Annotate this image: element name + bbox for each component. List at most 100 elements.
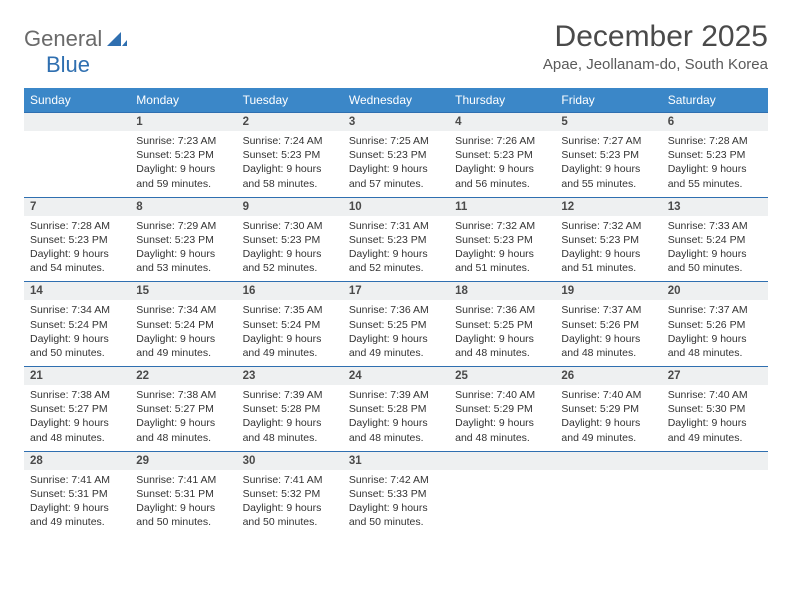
sunrise-text: Sunrise: 7:27 AM xyxy=(561,134,655,148)
day-cell: Sunrise: 7:25 AMSunset: 5:23 PMDaylight:… xyxy=(343,131,449,197)
daylight-text: Daylight: 9 hours and 51 minutes. xyxy=(455,247,549,275)
sunrise-text: Sunrise: 7:34 AM xyxy=(30,303,124,317)
day-cell: Sunrise: 7:32 AMSunset: 5:23 PMDaylight:… xyxy=(555,216,661,282)
sunset-text: Sunset: 5:23 PM xyxy=(30,233,124,247)
daylight-text: Daylight: 9 hours and 52 minutes. xyxy=(243,247,337,275)
daylight-text: Daylight: 9 hours and 50 minutes. xyxy=(136,501,230,529)
day-number: 5 xyxy=(555,113,661,132)
content-row: Sunrise: 7:34 AMSunset: 5:24 PMDaylight:… xyxy=(24,300,768,366)
logo-sail-icon xyxy=(106,31,128,47)
day-cell: Sunrise: 7:27 AMSunset: 5:23 PMDaylight:… xyxy=(555,131,661,197)
day-cell: Sunrise: 7:41 AMSunset: 5:32 PMDaylight:… xyxy=(237,470,343,536)
daynum-row: 21222324252627 xyxy=(24,367,768,386)
sunrise-text: Sunrise: 7:42 AM xyxy=(349,473,443,487)
day-cell: Sunrise: 7:33 AMSunset: 5:24 PMDaylight:… xyxy=(662,216,768,282)
sunset-text: Sunset: 5:23 PM xyxy=(243,148,337,162)
daylight-text: Daylight: 9 hours and 48 minutes. xyxy=(243,416,337,444)
day-number xyxy=(24,113,130,132)
sunset-text: Sunset: 5:24 PM xyxy=(136,318,230,332)
day-cell: Sunrise: 7:38 AMSunset: 5:27 PMDaylight:… xyxy=(130,385,236,451)
daylight-text: Daylight: 9 hours and 55 minutes. xyxy=(561,162,655,190)
daylight-text: Daylight: 9 hours and 48 minutes. xyxy=(136,416,230,444)
daylight-text: Daylight: 9 hours and 49 minutes. xyxy=(668,416,762,444)
day-number: 15 xyxy=(130,282,236,301)
day-number: 17 xyxy=(343,282,449,301)
weekday-header: Wednesday xyxy=(343,88,449,113)
day-cell: Sunrise: 7:30 AMSunset: 5:23 PMDaylight:… xyxy=(237,216,343,282)
sunset-text: Sunset: 5:30 PM xyxy=(668,402,762,416)
daylight-text: Daylight: 9 hours and 49 minutes. xyxy=(243,332,337,360)
sunrise-text: Sunrise: 7:41 AM xyxy=(243,473,337,487)
daylight-text: Daylight: 9 hours and 54 minutes. xyxy=(30,247,124,275)
sunset-text: Sunset: 5:28 PM xyxy=(243,402,337,416)
day-number: 1 xyxy=(130,113,236,132)
day-cell xyxy=(555,470,661,536)
weekday-header: Monday xyxy=(130,88,236,113)
weekday-header: Thursday xyxy=(449,88,555,113)
logo-text-general: General xyxy=(24,26,102,51)
sunrise-text: Sunrise: 7:28 AM xyxy=(30,219,124,233)
sunset-text: Sunset: 5:24 PM xyxy=(668,233,762,247)
sunrise-text: Sunrise: 7:35 AM xyxy=(243,303,337,317)
day-number: 9 xyxy=(237,197,343,216)
sunrise-text: Sunrise: 7:36 AM xyxy=(455,303,549,317)
sunset-text: Sunset: 5:23 PM xyxy=(561,148,655,162)
day-cell: Sunrise: 7:35 AMSunset: 5:24 PMDaylight:… xyxy=(237,300,343,366)
logo-text-blue: Blue xyxy=(46,52,90,77)
daylight-text: Daylight: 9 hours and 49 minutes. xyxy=(136,332,230,360)
daylight-text: Daylight: 9 hours and 57 minutes. xyxy=(349,162,443,190)
sunrise-text: Sunrise: 7:32 AM xyxy=(561,219,655,233)
sunrise-text: Sunrise: 7:38 AM xyxy=(136,388,230,402)
sunset-text: Sunset: 5:23 PM xyxy=(136,148,230,162)
day-cell: Sunrise: 7:40 AMSunset: 5:29 PMDaylight:… xyxy=(449,385,555,451)
title-block: December 2025 Apae, Jeollanam-do, South … xyxy=(543,20,768,73)
daylight-text: Daylight: 9 hours and 48 minutes. xyxy=(455,416,549,444)
sunset-text: Sunset: 5:31 PM xyxy=(30,487,124,501)
weekday-header: Sunday xyxy=(24,88,130,113)
day-cell: Sunrise: 7:39 AMSunset: 5:28 PMDaylight:… xyxy=(237,385,343,451)
daynum-row: 28293031 xyxy=(24,451,768,470)
sunrise-text: Sunrise: 7:37 AM xyxy=(668,303,762,317)
day-cell: Sunrise: 7:26 AMSunset: 5:23 PMDaylight:… xyxy=(449,131,555,197)
daynum-row: 78910111213 xyxy=(24,197,768,216)
day-cell: Sunrise: 7:34 AMSunset: 5:24 PMDaylight:… xyxy=(24,300,130,366)
sunset-text: Sunset: 5:23 PM xyxy=(136,233,230,247)
sunset-text: Sunset: 5:26 PM xyxy=(668,318,762,332)
day-number: 23 xyxy=(237,367,343,386)
sunset-text: Sunset: 5:23 PM xyxy=(561,233,655,247)
sunrise-text: Sunrise: 7:41 AM xyxy=(30,473,124,487)
day-cell: Sunrise: 7:36 AMSunset: 5:25 PMDaylight:… xyxy=(449,300,555,366)
day-cell: Sunrise: 7:31 AMSunset: 5:23 PMDaylight:… xyxy=(343,216,449,282)
sunrise-text: Sunrise: 7:34 AM xyxy=(136,303,230,317)
daylight-text: Daylight: 9 hours and 50 minutes. xyxy=(243,501,337,529)
day-cell xyxy=(662,470,768,536)
sunrise-text: Sunrise: 7:33 AM xyxy=(668,219,762,233)
sunrise-text: Sunrise: 7:39 AM xyxy=(243,388,337,402)
daylight-text: Daylight: 9 hours and 59 minutes. xyxy=(136,162,230,190)
weekday-header: Tuesday xyxy=(237,88,343,113)
day-cell: Sunrise: 7:38 AMSunset: 5:27 PMDaylight:… xyxy=(24,385,130,451)
day-cell: Sunrise: 7:41 AMSunset: 5:31 PMDaylight:… xyxy=(24,470,130,536)
day-cell: Sunrise: 7:29 AMSunset: 5:23 PMDaylight:… xyxy=(130,216,236,282)
sunset-text: Sunset: 5:23 PM xyxy=(349,148,443,162)
day-cell xyxy=(24,131,130,197)
daylight-text: Daylight: 9 hours and 49 minutes. xyxy=(349,332,443,360)
day-number: 31 xyxy=(343,451,449,470)
sunrise-text: Sunrise: 7:36 AM xyxy=(349,303,443,317)
sunrise-text: Sunrise: 7:28 AM xyxy=(668,134,762,148)
day-cell: Sunrise: 7:32 AMSunset: 5:23 PMDaylight:… xyxy=(449,216,555,282)
daylight-text: Daylight: 9 hours and 56 minutes. xyxy=(455,162,549,190)
daylight-text: Daylight: 9 hours and 50 minutes. xyxy=(30,332,124,360)
sunset-text: Sunset: 5:29 PM xyxy=(455,402,549,416)
sunrise-text: Sunrise: 7:40 AM xyxy=(455,388,549,402)
daylight-text: Daylight: 9 hours and 50 minutes. xyxy=(349,501,443,529)
sunrise-text: Sunrise: 7:40 AM xyxy=(561,388,655,402)
content-row: Sunrise: 7:41 AMSunset: 5:31 PMDaylight:… xyxy=(24,470,768,536)
daylight-text: Daylight: 9 hours and 52 minutes. xyxy=(349,247,443,275)
day-cell: Sunrise: 7:28 AMSunset: 5:23 PMDaylight:… xyxy=(662,131,768,197)
sunset-text: Sunset: 5:32 PM xyxy=(243,487,337,501)
day-cell: Sunrise: 7:37 AMSunset: 5:26 PMDaylight:… xyxy=(555,300,661,366)
location: Apae, Jeollanam-do, South Korea xyxy=(543,56,768,73)
day-number: 30 xyxy=(237,451,343,470)
sunrise-text: Sunrise: 7:24 AM xyxy=(243,134,337,148)
